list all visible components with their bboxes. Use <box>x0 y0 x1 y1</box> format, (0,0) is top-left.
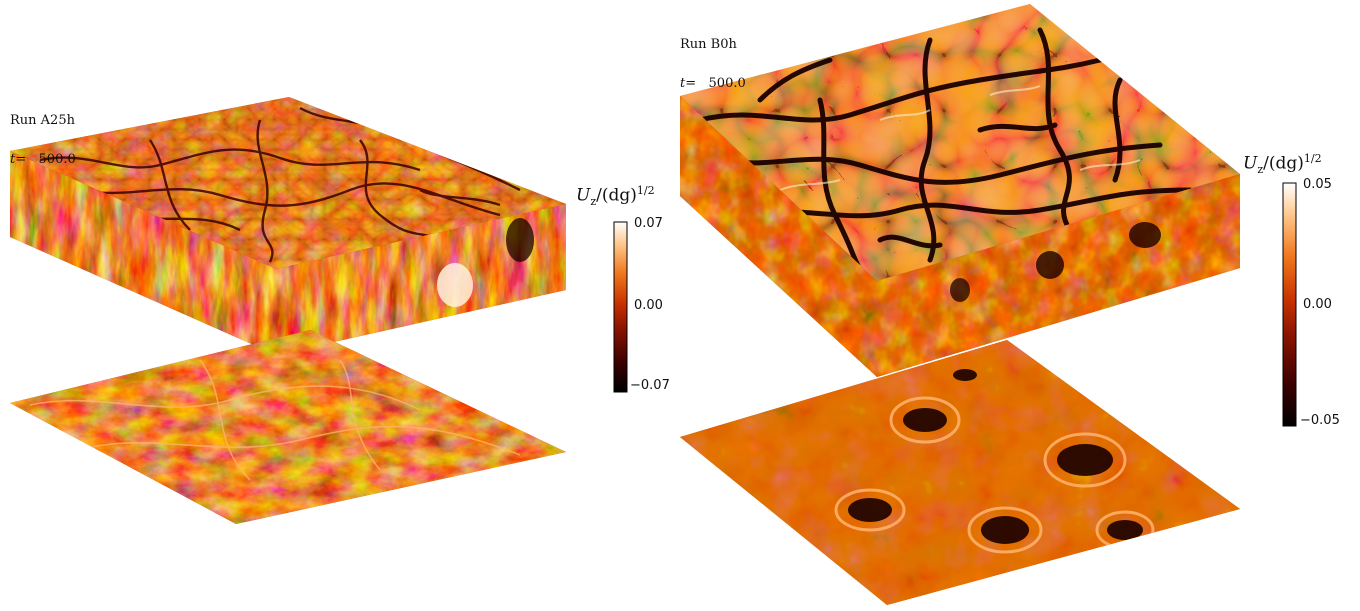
time-value-a: 500.0 <box>38 152 76 167</box>
panel-a-bottom-slice <box>10 330 566 524</box>
run-label-a: Run A25h t= 500.0 <box>10 88 76 179</box>
colorbar-b <box>1282 182 1297 427</box>
time-symbol-a: t <box>10 152 16 167</box>
colorbar-a-quantity: U <box>576 185 591 206</box>
panel-a-box <box>10 97 566 524</box>
colorbar-a-exponent: 1/2 <box>636 184 655 197</box>
colorbar-a-title: Uz/(dg)1/2 <box>576 184 655 208</box>
time-line-a: t= 500.0 <box>10 152 76 167</box>
panel-b-plumes <box>834 369 1155 554</box>
colorbar-a-tick-mid: 0.00 <box>634 298 663 313</box>
colorbar-b-exponent: 1/2 <box>1303 152 1322 165</box>
colorbar-a-quantity-sub: z <box>590 195 597 209</box>
time-line-b: t= 500.0 <box>680 76 746 91</box>
colorbar-b-tick-mid: 0.00 <box>1303 297 1332 312</box>
colorbar-a-tick-min: −0.07 <box>630 378 670 393</box>
colorbar-b-title: Uz/(dg)1/2 <box>1243 152 1322 176</box>
colorbar-b-tick-max: 0.05 <box>1303 177 1332 192</box>
panel-b-box <box>680 4 1240 605</box>
run-label-b: Run B0h t= 500.0 <box>680 12 746 103</box>
colorbar-a <box>613 221 628 393</box>
panel-b-bottom-slice <box>680 340 1240 605</box>
run-name-b: Run B0h <box>680 37 737 52</box>
run-name-a: Run A25h <box>10 113 75 128</box>
colorbar-b-quantity-sub: z <box>1257 163 1264 177</box>
colorbar-b-denominator: /(dg) <box>1263 153 1304 174</box>
time-symbol-b: t <box>680 76 686 91</box>
colorbar-b-tick-min: −0.05 <box>1300 413 1340 428</box>
colorbar-a-denominator: /(dg) <box>596 185 637 206</box>
time-value-b: 500.0 <box>708 76 746 91</box>
colorbar-b-quantity: U <box>1243 153 1258 174</box>
colorbar-a-tick-max: 0.07 <box>634 216 663 231</box>
